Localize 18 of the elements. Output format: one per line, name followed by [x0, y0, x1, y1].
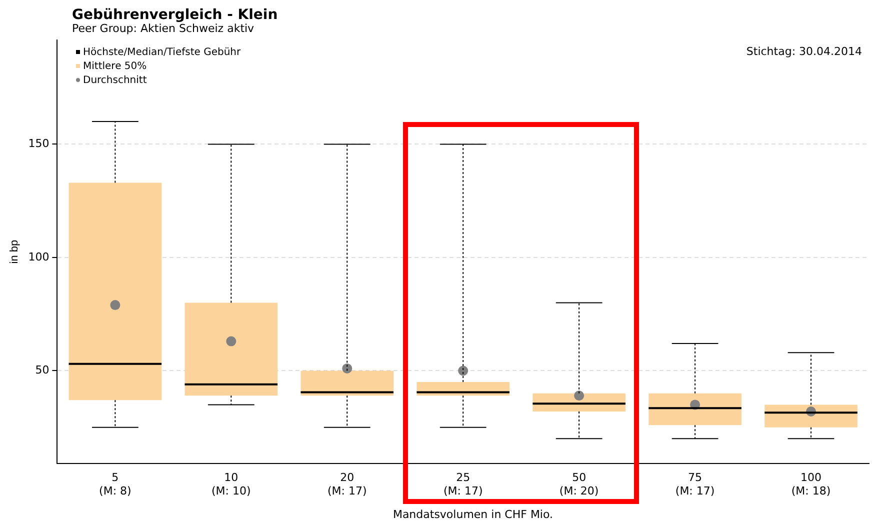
- annotation: Mittlere 50%: [83, 61, 147, 72]
- x-tick-label: 75 (M: 17): [675, 471, 715, 498]
- y-axis-title: in bp: [8, 240, 21, 264]
- annotation: Stichtag: 30.04.2014: [746, 45, 862, 58]
- x-tick-label: 25 (M: 17): [443, 471, 483, 498]
- x-tick-label: 100 (M: 18): [791, 471, 831, 498]
- x-tick-label: 20 (M: 17): [327, 471, 367, 498]
- y-tick-label: 150: [28, 137, 50, 150]
- x-tick-label: 5 (M: 8): [99, 471, 132, 498]
- y-tick-label: 50: [35, 364, 50, 377]
- x-tick-label: 50 (M: 20): [559, 471, 599, 498]
- x-axis-title: Mandatsvolumen in CHF Mio.: [392, 508, 554, 521]
- annotation: Durchschnitt: [83, 75, 147, 86]
- chart-subtitle: Peer Group: Aktien Schweiz aktiv: [72, 22, 254, 35]
- y-tick-label: 100: [28, 250, 50, 264]
- x-tick-label: 10 (M: 10): [212, 471, 251, 498]
- annotation: Höchste/Median/Tiefste Gebühr: [83, 47, 241, 58]
- chart-title: Gebührenvergleich - Klein: [72, 7, 278, 23]
